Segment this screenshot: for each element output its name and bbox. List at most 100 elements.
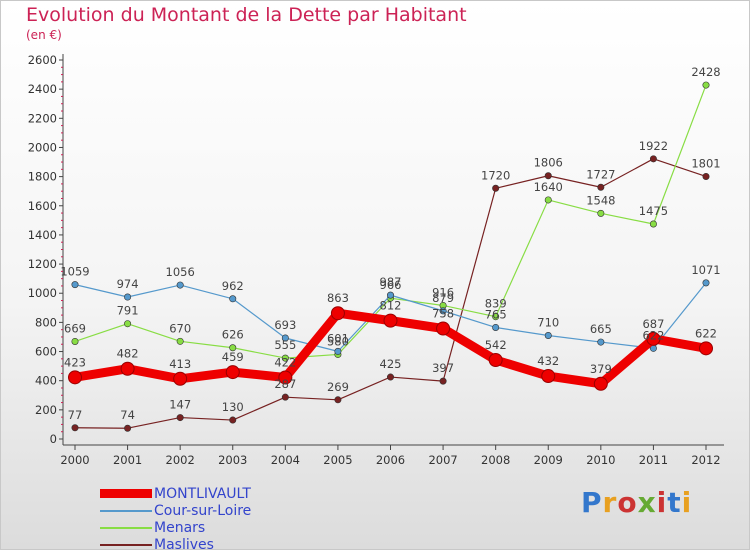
data-point xyxy=(334,347,342,355)
data-point xyxy=(71,337,79,345)
data-label: 422 xyxy=(274,355,296,369)
data-label: 1727 xyxy=(586,167,615,181)
data-label: 1548 xyxy=(586,193,615,207)
legend-label: Cour-sur-Loire xyxy=(154,502,252,519)
y-tick-label: 2400 xyxy=(28,82,57,96)
y-tick-label: 0 xyxy=(50,432,57,446)
data-point xyxy=(71,281,79,289)
data-point xyxy=(597,338,605,346)
data-point xyxy=(124,424,132,432)
legend-swatch xyxy=(100,509,152,512)
legend-swatch xyxy=(100,526,152,529)
data-point xyxy=(386,373,394,381)
data-label: 1475 xyxy=(639,204,668,218)
data-point xyxy=(699,341,713,356)
data-label: 665 xyxy=(590,322,612,336)
data-point xyxy=(436,321,451,336)
y-tick-label: 1400 xyxy=(28,228,57,242)
data-label: 974 xyxy=(117,277,139,291)
data-point xyxy=(544,172,552,180)
x-tick-label: 2012 xyxy=(691,453,720,467)
data-point xyxy=(541,369,556,384)
data-label: 670 xyxy=(169,321,191,335)
data-point xyxy=(597,209,605,217)
data-point xyxy=(597,183,605,191)
data-label: 77 xyxy=(68,408,83,422)
data-point xyxy=(702,279,710,287)
x-tick-label: 2003 xyxy=(218,453,247,467)
x-tick-label: 2000 xyxy=(60,453,89,467)
data-point xyxy=(71,424,79,432)
chart-legend: MONTLIVAULT Cour-sur-Loire Menars Maslives xyxy=(100,485,251,553)
data-point xyxy=(281,334,289,342)
data-point xyxy=(176,414,184,422)
data-label: 626 xyxy=(222,328,244,342)
legend-item: Cour-sur-Loire xyxy=(100,502,251,519)
y-tick-label: 200 xyxy=(35,403,57,417)
legend-item: MONTLIVAULT xyxy=(100,485,251,502)
data-point xyxy=(229,344,237,352)
data-label: 669 xyxy=(64,321,86,335)
data-point xyxy=(649,155,657,163)
y-tick-label: 400 xyxy=(35,374,57,388)
data-point xyxy=(544,196,552,204)
data-label: 622 xyxy=(695,326,717,340)
data-label: 423 xyxy=(64,355,86,369)
data-point xyxy=(544,332,552,340)
data-label: 987 xyxy=(380,275,402,289)
data-label: 2428 xyxy=(691,65,720,79)
x-tick-label: 2010 xyxy=(586,453,615,467)
data-point xyxy=(439,377,447,385)
legend-label: Maslives xyxy=(154,536,214,553)
data-label: 791 xyxy=(117,304,139,318)
data-label: 130 xyxy=(222,400,244,414)
x-tick-label: 2006 xyxy=(376,453,405,467)
data-label: 74 xyxy=(120,408,135,422)
data-point xyxy=(173,371,188,386)
data-label: 397 xyxy=(432,361,454,375)
data-point xyxy=(439,307,447,315)
data-label: 863 xyxy=(327,291,349,305)
data-label: 601 xyxy=(327,331,349,345)
logo-letter: t xyxy=(667,486,682,519)
chart-title: Evolution du Montant de la Dette par Hab… xyxy=(26,4,467,26)
data-point xyxy=(334,396,342,404)
data-label: 482 xyxy=(117,347,139,361)
logo-letter: i xyxy=(681,486,693,519)
data-label: 413 xyxy=(169,357,191,371)
data-label: 1806 xyxy=(534,156,563,170)
legend-label: MONTLIVAULT xyxy=(154,485,251,502)
data-label: 1056 xyxy=(166,265,195,279)
data-point xyxy=(702,172,710,180)
y-tick-label: 1200 xyxy=(28,257,57,271)
data-label: 555 xyxy=(274,338,296,352)
data-point xyxy=(649,220,657,228)
data-point xyxy=(124,320,132,328)
data-point xyxy=(176,281,184,289)
data-label: 622 xyxy=(642,328,664,342)
data-point xyxy=(702,81,710,89)
x-tick-label: 2001 xyxy=(113,453,142,467)
data-label: 1720 xyxy=(481,168,510,182)
data-label: 812 xyxy=(380,299,402,313)
data-point xyxy=(120,361,135,376)
data-label: 962 xyxy=(222,279,244,293)
data-point xyxy=(281,393,289,401)
y-tick-label: 1800 xyxy=(28,170,57,184)
data-point xyxy=(492,323,500,331)
data-label: 966 xyxy=(380,278,402,292)
data-point xyxy=(646,331,661,346)
logo-letter: x xyxy=(637,486,657,519)
y-tick-label: 600 xyxy=(35,345,57,359)
data-label: 459 xyxy=(222,350,244,364)
data-point xyxy=(68,370,82,385)
x-tick-label: 2007 xyxy=(428,453,457,467)
data-point xyxy=(593,376,608,391)
data-label: 839 xyxy=(485,297,507,311)
data-point xyxy=(124,293,132,301)
data-label: 1640 xyxy=(534,180,563,194)
proxiti-logo: Proxiti xyxy=(581,486,692,519)
y-tick-label: 1600 xyxy=(28,199,57,213)
data-label: 879 xyxy=(432,291,454,305)
data-label: 425 xyxy=(380,357,402,371)
